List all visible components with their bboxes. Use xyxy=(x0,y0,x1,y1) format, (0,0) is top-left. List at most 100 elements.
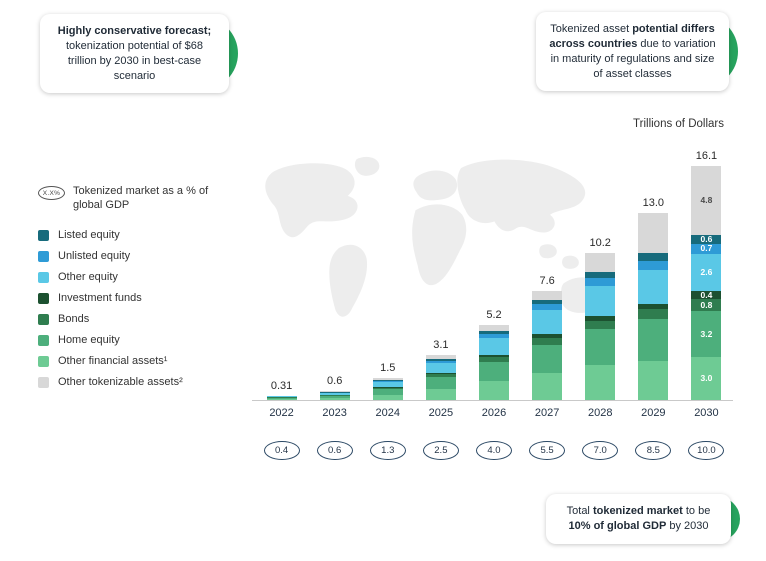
legend-item: Other tokenizable assets² xyxy=(38,372,218,393)
gdp-percent-badge: 7.0 xyxy=(582,441,619,460)
gdp-percent-badge: 0.6 xyxy=(316,441,353,460)
bar-segment xyxy=(372,394,403,400)
bar-segment xyxy=(585,278,616,286)
callout-text: Total xyxy=(566,505,593,517)
bar-total-label: 0.6 xyxy=(327,375,343,388)
legend-swatch xyxy=(38,250,49,262)
bar-segment xyxy=(425,388,456,400)
bar-total-label: 16.1 xyxy=(695,149,718,162)
stacked-bar: 4.8 0.6 0.7 2.6 0.4 0.8 3.2 3.0 xyxy=(691,165,722,400)
bar-column-2025: 3.1 2025 2.5 xyxy=(414,140,467,470)
bar-segment xyxy=(319,392,350,395)
segment-value-label: 3.2 xyxy=(700,328,713,339)
bar-segment xyxy=(638,261,669,271)
callout-text: due to variation in maturity of regulati… xyxy=(550,37,716,80)
bar-segment: 3.2 xyxy=(691,310,722,357)
bar-segment xyxy=(425,377,456,389)
legend-label: Listed equity xyxy=(58,229,120,242)
bar-column-2024: 1.5 2024 1.3 xyxy=(361,140,414,470)
stacked-bar xyxy=(425,355,456,400)
bar-segment xyxy=(478,357,509,362)
stacked-bar xyxy=(372,378,403,400)
bar-segment xyxy=(372,386,403,388)
bar-segment xyxy=(425,355,456,359)
gdp-percent-oval-icon: X.X% xyxy=(38,186,65,200)
bar-column-2027: 7.6 2027 5.5 xyxy=(521,140,574,470)
stacked-bar xyxy=(266,395,297,400)
bar-segment xyxy=(532,334,563,338)
bar-segment xyxy=(319,395,350,398)
bar-segment: 3.0 xyxy=(691,356,722,400)
segment-value-label: 0.7 xyxy=(700,243,713,254)
bar-total-label: 3.1 xyxy=(433,339,449,352)
segment-value-label: 0.8 xyxy=(700,299,713,310)
x-axis-year-label: 2027 xyxy=(534,407,560,419)
world-map-background xyxy=(265,156,604,317)
bar-segment xyxy=(638,253,669,262)
legend-label: Bonds xyxy=(58,313,90,326)
x-axis-year-label: 2025 xyxy=(428,407,454,419)
bar-column-2028: 10.2 2028 7.0 xyxy=(574,140,627,470)
bar-segment xyxy=(372,387,403,390)
bar-segment xyxy=(585,253,616,272)
x-axis-year-label: 2030 xyxy=(694,407,719,419)
bar-segment xyxy=(585,320,616,330)
x-axis-year-label: 2023 xyxy=(322,407,347,419)
bar-segment xyxy=(319,397,350,400)
legend-swatch xyxy=(38,376,49,388)
callout-card: Total tokenized market to be 10% of glob… xyxy=(546,494,731,544)
legend-swatch xyxy=(38,313,49,325)
bar-segment xyxy=(532,372,563,400)
bar-segment xyxy=(638,361,669,400)
callout-text-bold: Highly conservative forecast; xyxy=(57,25,212,37)
bar-segment xyxy=(532,304,563,311)
bar-segment xyxy=(478,334,509,339)
bar-segment: 4.8 xyxy=(691,165,722,236)
bar-segment xyxy=(585,316,616,321)
bar-segment xyxy=(372,378,403,381)
bar-segment xyxy=(638,309,669,320)
bar-total-label: 1.5 xyxy=(380,362,396,375)
segment-value-label: 3.0 xyxy=(700,373,713,384)
bar-segment xyxy=(585,329,616,366)
bar-segment xyxy=(319,391,350,393)
bar-segment xyxy=(532,310,563,335)
legend-items: Listed equity Unlisted equity Other equity… xyxy=(38,225,218,393)
callout-country-variation: Tokenized asset potential differs across… xyxy=(536,12,738,92)
callout-text: by 2030 xyxy=(666,519,709,532)
x-axis-year-label: 2022 xyxy=(269,407,294,419)
x-axis-year-label: 2029 xyxy=(641,407,666,419)
gdp-percent-badge: 1.3 xyxy=(369,441,406,460)
bar-segment xyxy=(478,354,509,358)
bar-segment xyxy=(478,330,509,335)
callout-text: Tokenized asset xyxy=(550,23,633,35)
legend-item: Investment funds xyxy=(38,288,218,309)
bar-segment xyxy=(266,396,297,398)
bar-column-2030: 4.8 0.6 0.7 2.6 0.4 0.8 3.2 3.0 16.1 2030 10.0 xyxy=(680,140,733,470)
bar-segment: 2.6 xyxy=(691,253,722,292)
legend-label: Other tokenizable assets² xyxy=(58,376,183,389)
gdp-percent-badge: 2.5 xyxy=(422,441,459,460)
chart-legend: X.X% Tokenized market as a % of global G… xyxy=(38,184,218,393)
legend-swatch xyxy=(38,271,49,283)
y-axis-title: Trillions of Dollars xyxy=(633,118,724,130)
bar-total-label: 13.0 xyxy=(642,196,665,209)
bar-segment xyxy=(532,299,563,305)
x-axis-year-label: 2026 xyxy=(481,407,507,419)
bar-segment xyxy=(425,360,456,364)
bar-segment xyxy=(425,358,456,361)
stacked-bar xyxy=(532,290,563,400)
bar-segment xyxy=(585,271,616,279)
callout-text: tokenization potential of $68 trillion b… xyxy=(66,39,203,82)
bar-segment xyxy=(585,365,616,400)
stacked-bar xyxy=(478,325,509,400)
bar-segment xyxy=(638,212,669,254)
stacked-bar xyxy=(585,253,616,400)
gdp-percent-badge: 0.4 xyxy=(263,441,300,460)
gdp-percent-badge: 8.5 xyxy=(635,441,672,460)
segment-value-label: 0.4 xyxy=(700,289,713,300)
bar-segment xyxy=(638,303,669,310)
legend-gdp-row: X.X% Tokenized market as a % of global G… xyxy=(38,184,218,213)
bar-total-label: 10.2 xyxy=(589,237,611,250)
bar-segment xyxy=(372,389,403,395)
